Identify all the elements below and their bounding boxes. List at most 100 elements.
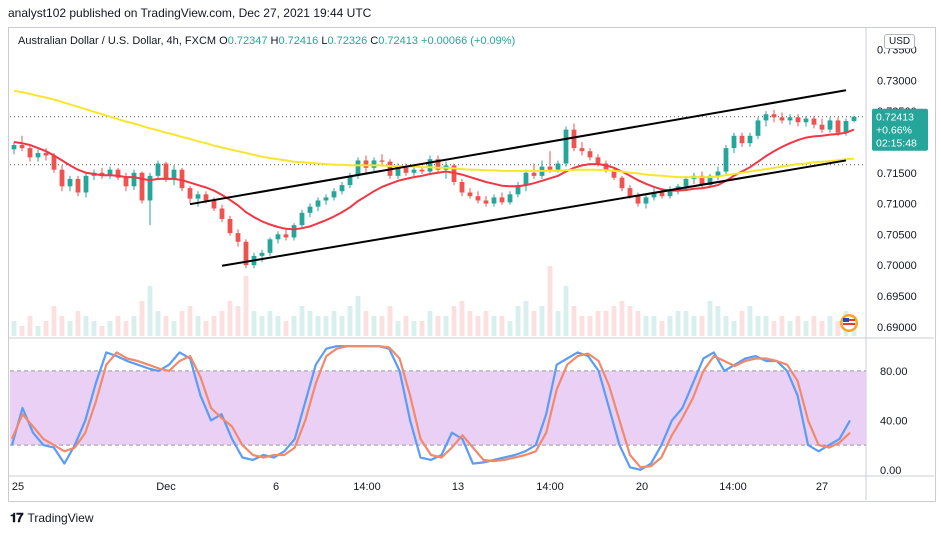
candle-body — [163, 163, 169, 179]
candle-body — [331, 191, 337, 198]
symbol-title: Australian Dollar / U.S. Dollar, 4h, FXC… — [18, 35, 217, 47]
candle-body — [11, 145, 17, 150]
volume-bar — [363, 311, 369, 336]
candle-body — [763, 114, 769, 121]
volume-bar — [547, 266, 553, 336]
candle — [491, 194, 497, 207]
volume-bar — [427, 311, 433, 336]
candle-body — [347, 175, 353, 186]
price-tick-label: 0.70000 — [877, 260, 917, 272]
candle-body — [491, 197, 497, 204]
candle-body — [131, 172, 137, 187]
volume-bar — [619, 301, 625, 336]
candle-body — [627, 188, 633, 197]
candle — [67, 175, 73, 192]
candle-body — [75, 178, 81, 193]
candle-body — [419, 169, 425, 172]
volume-bar — [27, 316, 33, 336]
volume-bar — [803, 321, 809, 336]
volume-bar — [555, 311, 561, 336]
volume-bar — [811, 316, 817, 336]
candle — [339, 182, 345, 195]
volume-bar — [219, 311, 225, 336]
candle — [403, 163, 409, 176]
close-label: C — [370, 35, 379, 47]
volume-bar — [691, 316, 697, 336]
currency-button[interactable]: USD — [884, 34, 916, 49]
volume-bar — [275, 316, 281, 336]
volume-bar — [11, 321, 17, 336]
candle — [611, 167, 617, 181]
oscillator-tick-label: 40.00 — [880, 415, 908, 427]
time-tick-label: 27 — [816, 481, 828, 493]
candle-body — [427, 159, 433, 172]
candle — [171, 165, 177, 186]
volume-bar — [539, 306, 545, 336]
change-value: +0.00066 (+0.09%) — [421, 35, 516, 47]
candle — [139, 171, 145, 204]
candle — [779, 112, 785, 124]
candle — [771, 109, 777, 123]
candle-body — [779, 117, 785, 121]
candle — [291, 223, 297, 241]
candle-body — [851, 116, 857, 122]
candle-body — [155, 163, 161, 176]
candle-body — [147, 175, 153, 201]
volume-bar — [171, 321, 177, 336]
candle-body — [243, 241, 249, 266]
candle — [475, 191, 481, 204]
candle-body — [579, 148, 585, 152]
candle — [59, 165, 65, 192]
candle-body — [459, 182, 465, 193]
candle-body — [235, 233, 241, 242]
candle-body — [467, 192, 473, 197]
candle-body — [67, 178, 73, 187]
candle — [115, 167, 121, 181]
candle-body — [827, 120, 833, 130]
candle — [651, 188, 657, 201]
volume-bar — [523, 301, 529, 336]
footer-brand-label: TradingView — [27, 511, 94, 525]
low-label: L — [321, 35, 328, 47]
candle — [587, 148, 593, 161]
volume-bar — [779, 316, 785, 336]
volume-bar — [827, 316, 833, 336]
candle-body — [731, 135, 737, 149]
candle — [723, 145, 729, 174]
candle-body — [787, 117, 793, 121]
volume-bar — [611, 306, 617, 336]
volume-bar — [107, 321, 113, 336]
volume-bar — [627, 306, 633, 336]
candle-body — [291, 225, 297, 238]
volume-bar — [467, 311, 473, 336]
volume-bar — [355, 296, 361, 336]
candle-body — [203, 194, 209, 201]
candle — [731, 132, 737, 154]
price-tick-label: 0.73000 — [877, 75, 917, 87]
volume-bar — [243, 276, 249, 336]
price-tag-price: 0.72413 — [876, 112, 914, 124]
time-tick-label: 6 — [273, 481, 279, 493]
footer-brand[interactable]: 𝟏𝟕 TradingView — [10, 510, 94, 526]
volume-bar — [763, 316, 769, 336]
volume-bar — [387, 306, 393, 336]
candle-body — [171, 169, 177, 179]
candle — [363, 155, 369, 173]
volume-bar — [571, 306, 577, 336]
candle — [763, 111, 769, 127]
volume-bar — [51, 306, 57, 336]
volume-bar — [515, 306, 521, 336]
high-label: H — [270, 35, 279, 47]
candle-body — [635, 196, 641, 204]
candle — [803, 116, 809, 127]
volume-bar — [723, 316, 729, 336]
candle — [155, 160, 161, 179]
volume-bar — [771, 321, 777, 336]
candle — [691, 172, 697, 184]
volume-bar — [451, 306, 457, 336]
candle — [523, 169, 529, 192]
candle — [747, 132, 753, 147]
candle — [275, 231, 281, 244]
candle-body — [595, 157, 601, 164]
